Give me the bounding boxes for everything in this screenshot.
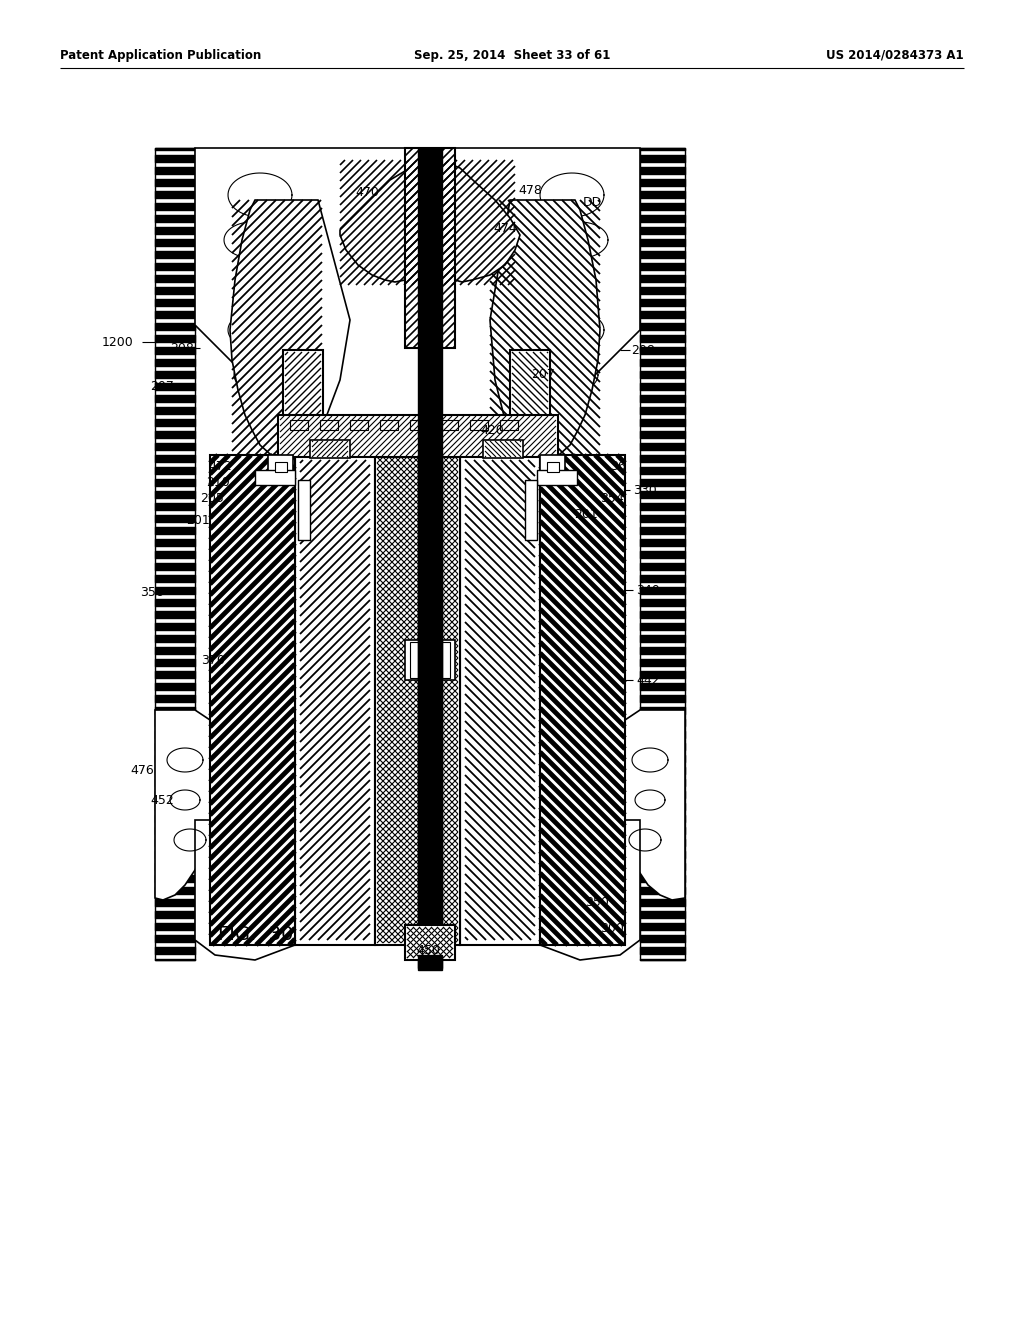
Bar xyxy=(310,440,350,458)
Text: 474: 474 xyxy=(494,222,517,235)
Bar xyxy=(312,441,348,457)
Polygon shape xyxy=(612,710,685,900)
Bar xyxy=(375,455,460,945)
Bar xyxy=(280,416,556,455)
Polygon shape xyxy=(195,148,640,465)
Text: 205: 205 xyxy=(200,492,224,506)
Text: 370: 370 xyxy=(201,653,225,667)
Text: 207: 207 xyxy=(151,380,174,392)
Bar xyxy=(255,470,295,484)
Bar xyxy=(319,420,338,430)
Bar xyxy=(283,350,323,420)
Text: 354: 354 xyxy=(600,491,624,504)
Bar xyxy=(537,470,577,484)
Polygon shape xyxy=(490,201,600,458)
Bar xyxy=(512,352,548,418)
Text: DD: DD xyxy=(583,195,602,209)
Text: 201: 201 xyxy=(186,513,210,527)
Bar xyxy=(380,420,398,430)
Polygon shape xyxy=(195,820,295,960)
Text: 472: 472 xyxy=(208,461,231,474)
Text: 201: 201 xyxy=(574,508,598,521)
Bar xyxy=(525,480,537,540)
Text: 330: 330 xyxy=(633,483,656,496)
Bar xyxy=(298,480,310,540)
Text: 208: 208 xyxy=(170,342,194,355)
Bar xyxy=(410,642,450,678)
Bar xyxy=(406,640,455,680)
Bar xyxy=(410,420,428,430)
Bar xyxy=(418,148,442,968)
Bar xyxy=(510,350,550,420)
Text: 356: 356 xyxy=(140,586,164,598)
Bar xyxy=(300,459,370,940)
Text: 442: 442 xyxy=(636,673,659,686)
Polygon shape xyxy=(640,148,685,960)
Bar xyxy=(485,441,521,457)
Text: 300: 300 xyxy=(600,921,624,935)
Text: 420: 420 xyxy=(480,424,504,437)
Polygon shape xyxy=(155,148,195,960)
Bar xyxy=(275,462,287,473)
Bar xyxy=(500,420,518,430)
Bar xyxy=(285,352,321,418)
Text: 340: 340 xyxy=(636,583,659,597)
Polygon shape xyxy=(230,201,350,458)
Bar xyxy=(406,925,455,960)
Bar xyxy=(377,457,458,942)
Bar xyxy=(407,927,453,958)
Text: 450: 450 xyxy=(416,944,440,957)
Bar xyxy=(490,201,600,459)
Bar xyxy=(406,148,455,348)
Text: 208: 208 xyxy=(631,343,655,356)
Bar xyxy=(483,440,523,458)
Text: 1200: 1200 xyxy=(102,335,134,348)
Bar xyxy=(377,457,458,942)
Text: 207: 207 xyxy=(531,367,555,380)
Bar xyxy=(465,459,535,940)
Bar xyxy=(350,420,368,430)
Text: FIG.  30: FIG. 30 xyxy=(218,925,293,945)
Text: Patent Application Publication: Patent Application Publication xyxy=(60,49,261,62)
Bar xyxy=(460,455,540,945)
Polygon shape xyxy=(540,820,640,960)
Bar xyxy=(470,420,488,430)
Text: 452: 452 xyxy=(151,793,174,807)
Bar xyxy=(440,420,458,430)
Text: 470: 470 xyxy=(355,186,379,198)
Text: US 2014/0284373 A1: US 2014/0284373 A1 xyxy=(826,49,964,62)
Text: 350: 350 xyxy=(585,895,609,908)
Bar xyxy=(540,455,565,475)
Bar xyxy=(278,414,558,457)
Bar xyxy=(232,201,322,459)
Bar xyxy=(340,160,515,285)
Bar xyxy=(210,455,295,945)
Text: 36: 36 xyxy=(610,461,626,474)
Bar xyxy=(268,455,293,475)
Polygon shape xyxy=(155,710,225,900)
Bar xyxy=(547,462,559,473)
Bar xyxy=(406,148,455,348)
Text: 210: 210 xyxy=(206,477,229,490)
Bar xyxy=(295,455,375,945)
Bar xyxy=(420,148,440,968)
Text: 476: 476 xyxy=(130,763,154,776)
Bar xyxy=(418,954,442,970)
Bar xyxy=(540,455,625,945)
Bar xyxy=(290,420,308,430)
Text: 478: 478 xyxy=(518,183,542,197)
Text: Sep. 25, 2014  Sheet 33 of 61: Sep. 25, 2014 Sheet 33 of 61 xyxy=(414,49,610,62)
Polygon shape xyxy=(340,160,520,282)
Bar xyxy=(407,927,453,958)
Bar xyxy=(418,455,442,945)
